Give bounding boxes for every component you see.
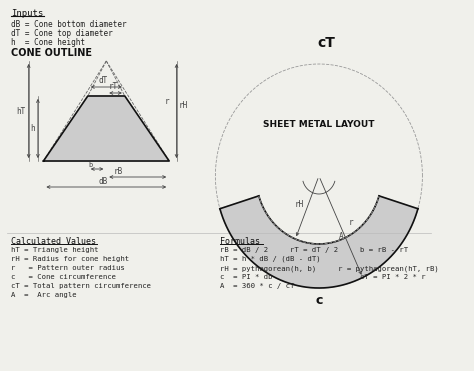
Text: cT: cT: [318, 36, 335, 50]
Text: dB: dB: [99, 177, 108, 186]
Text: rT: rT: [109, 82, 118, 91]
Text: r: r: [164, 96, 169, 105]
Text: rH = pythagorean(h, b)     r = pythagorean(hT, rB): rH = pythagorean(h, b) r = pythagorean(h…: [220, 265, 439, 272]
Text: b: b: [89, 162, 93, 168]
Polygon shape: [220, 196, 418, 288]
Text: dB = Cone bottom diameter: dB = Cone bottom diameter: [11, 20, 127, 29]
Text: dT: dT: [99, 76, 108, 85]
Text: hT = Triangle height: hT = Triangle height: [11, 247, 99, 253]
Text: SHEET METAL LAYOUT: SHEET METAL LAYOUT: [263, 119, 374, 128]
Text: Calculated Values: Calculated Values: [11, 237, 96, 246]
Polygon shape: [44, 96, 169, 161]
Text: rH: rH: [294, 200, 303, 209]
Text: c   = Cone circumference: c = Cone circumference: [11, 274, 116, 280]
Text: rH: rH: [178, 101, 188, 109]
Text: c  = PI * db                    cT = PI * 2 * r: c = PI * db cT = PI * 2 * r: [220, 274, 426, 280]
Text: dT = Cone top diameter: dT = Cone top diameter: [11, 29, 113, 38]
Text: h: h: [30, 124, 35, 133]
Text: rB = dB / 2     rT = dT / 2     b = rB - rT: rB = dB / 2 rT = dT / 2 b = rB - rT: [220, 247, 408, 253]
Text: hT: hT: [17, 106, 26, 115]
Text: rH = Radius for cone height: rH = Radius for cone height: [11, 256, 129, 262]
Text: c: c: [315, 294, 323, 307]
Text: A: A: [339, 232, 344, 240]
Text: A  =  Arc angle: A = Arc angle: [11, 292, 77, 298]
Text: cT = Total pattern circumference: cT = Total pattern circumference: [11, 283, 151, 289]
Text: rB: rB: [114, 167, 123, 176]
Text: Inputs: Inputs: [11, 9, 43, 18]
Text: A  = 360 * c / cT: A = 360 * c / cT: [220, 283, 294, 289]
Text: r   = Pattern outer radius: r = Pattern outer radius: [11, 265, 125, 271]
Text: r: r: [348, 218, 353, 227]
Text: Formulas: Formulas: [220, 237, 260, 246]
Text: CONE OUTLINE: CONE OUTLINE: [11, 48, 92, 58]
Text: hT = h * dB / (dB - dT): hT = h * dB / (dB - dT): [220, 256, 320, 263]
Text: h  = Cone height: h = Cone height: [11, 38, 85, 47]
